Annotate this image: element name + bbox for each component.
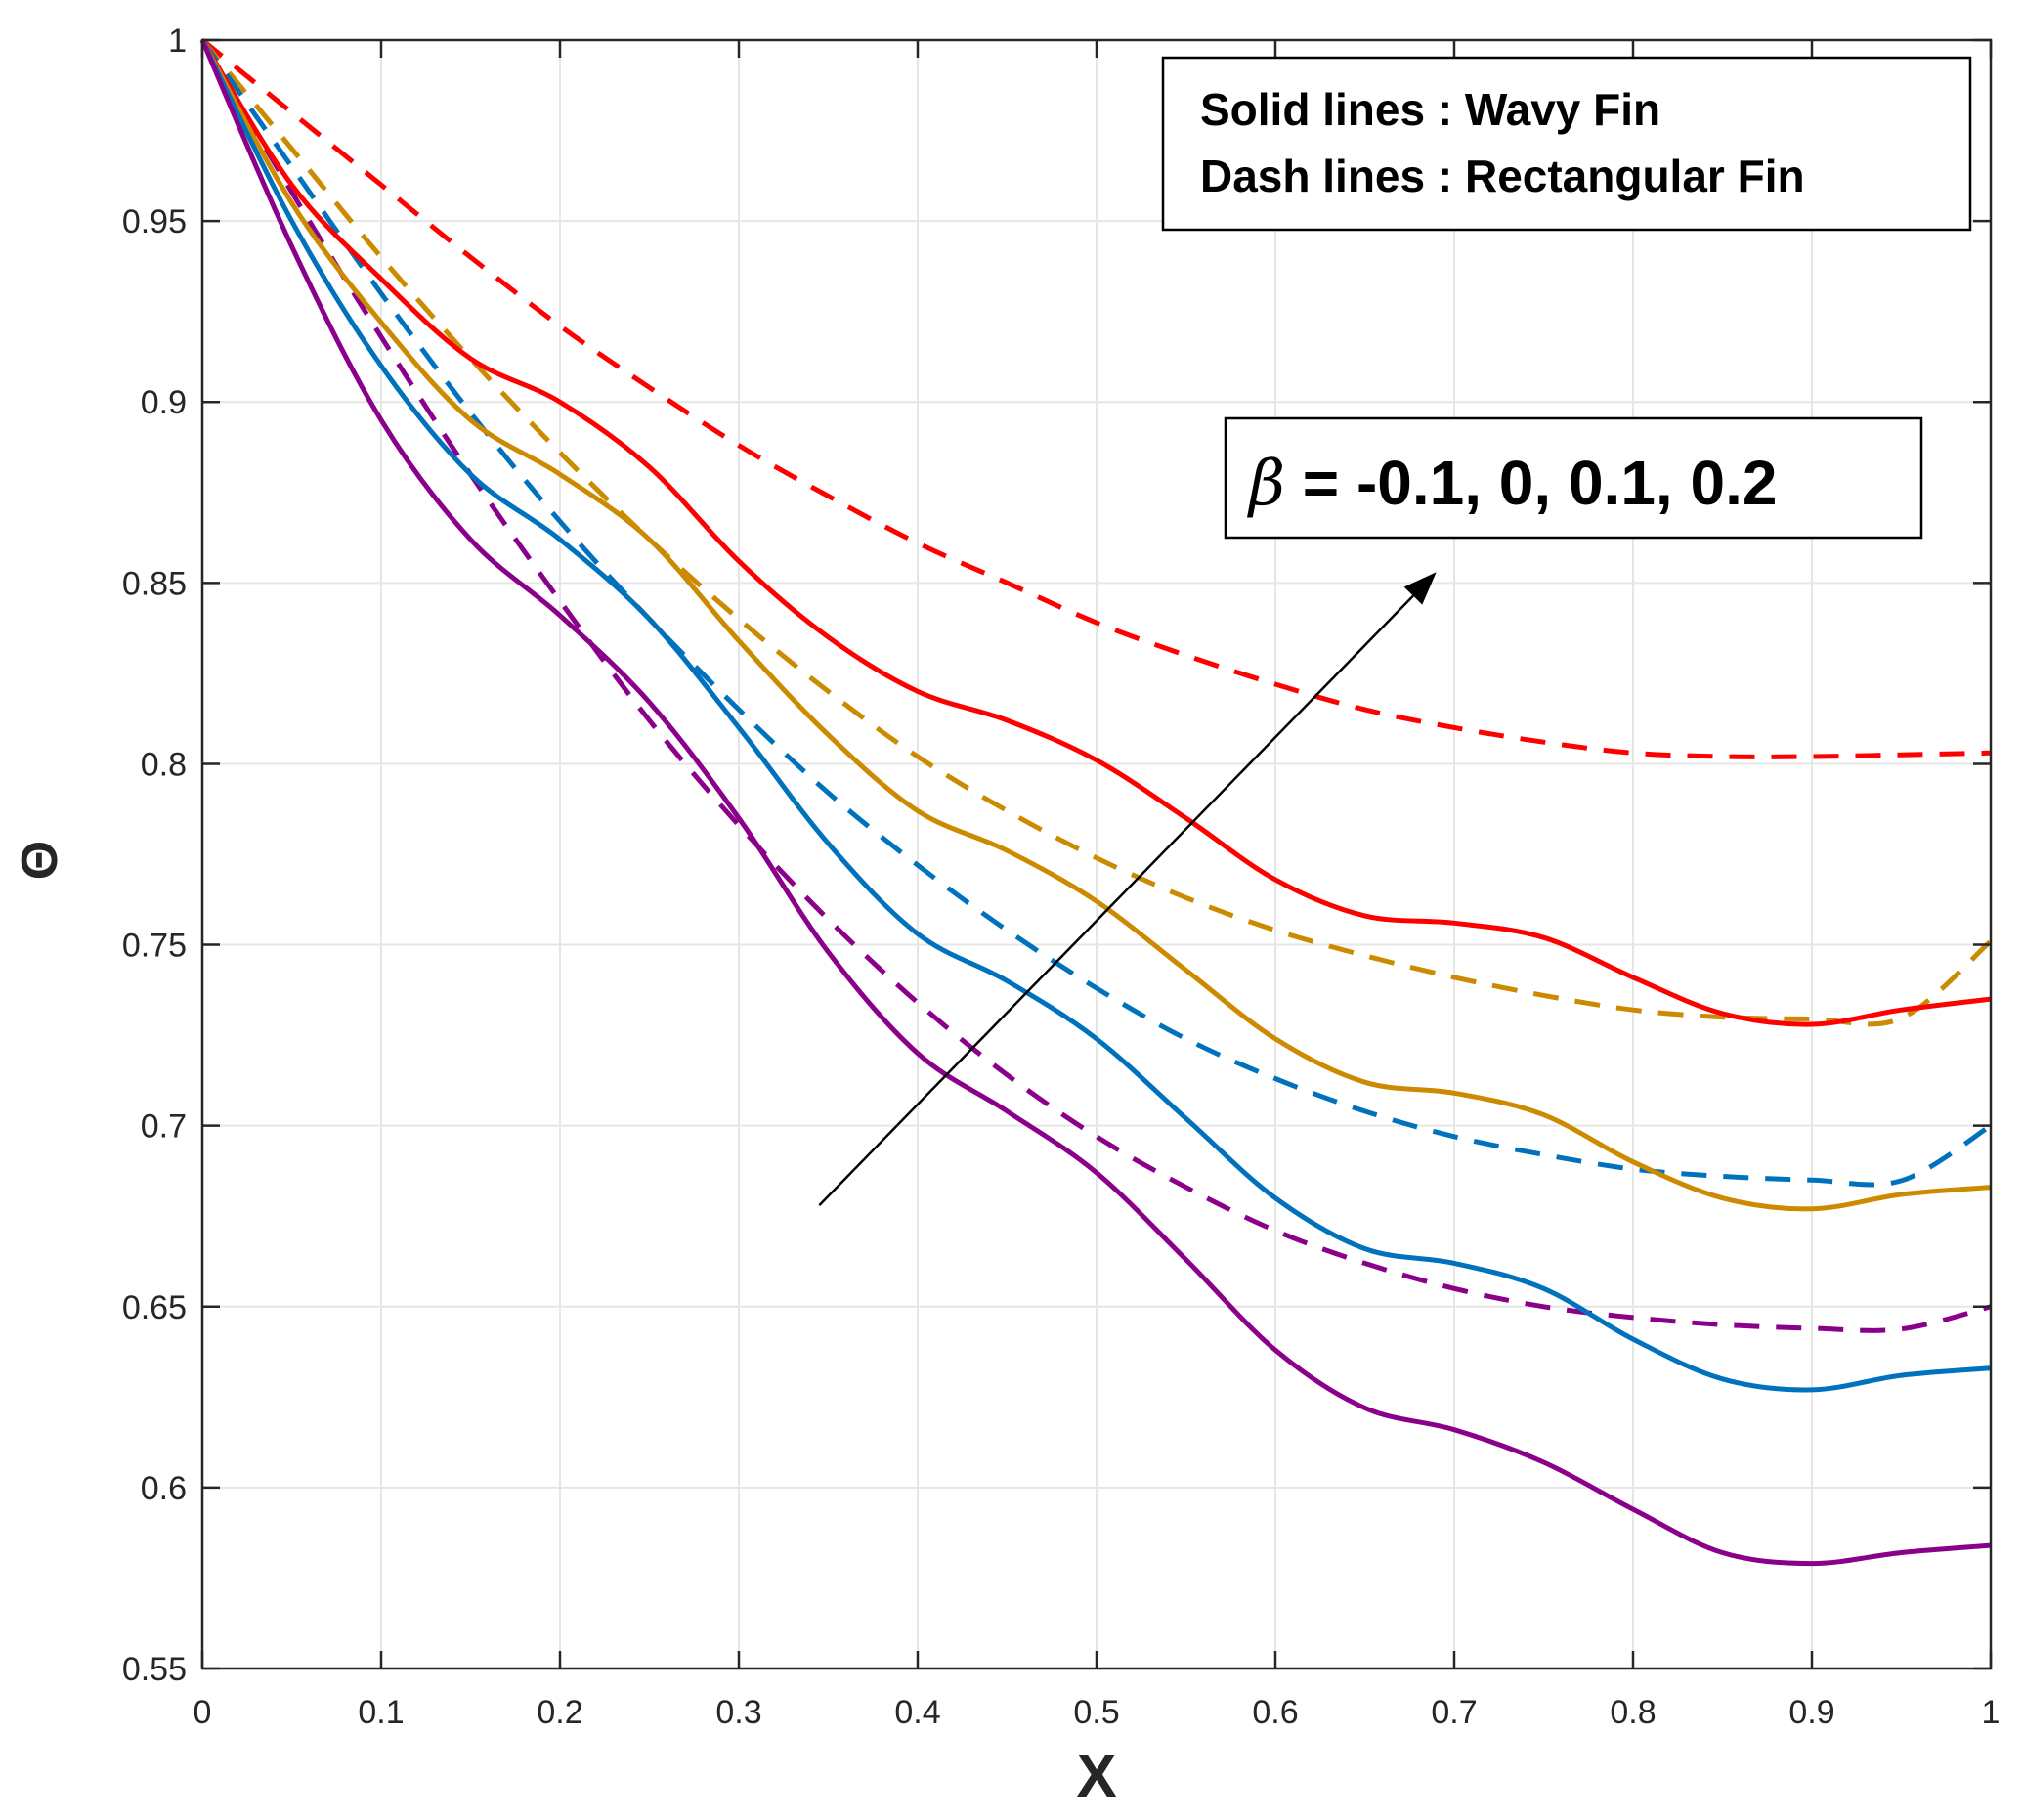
x-tick-label: 0 bbox=[194, 1694, 212, 1731]
y-tick-labels: 0.55 0.6 0.65 0.7 0.75 0.8 0.85 0.9 0.95 1 bbox=[122, 22, 187, 1688]
y-tick-label: 1 bbox=[168, 22, 187, 60]
beta-symbol: β bbox=[1247, 448, 1285, 520]
y-axis-label: Θ bbox=[12, 841, 68, 880]
y-tick-label: 0.55 bbox=[122, 1651, 187, 1688]
y-tick-label: 0.7 bbox=[141, 1108, 187, 1146]
series-layer bbox=[199, 38, 1993, 1567]
x-tick-label: 0.9 bbox=[1788, 1694, 1834, 1731]
annotation-arrow bbox=[818, 594, 1414, 1206]
y-tick-label: 0.85 bbox=[122, 565, 187, 602]
legend: Solid lines : Wavy Fin Dash lines : Rect… bbox=[1161, 56, 1972, 232]
y-tick-label: 0.75 bbox=[122, 928, 187, 965]
legend-box bbox=[1161, 56, 1972, 232]
x-tick-label: 0.4 bbox=[894, 1694, 940, 1731]
beta-annotation: β = -0.1, 0, 0.1, 0.2 bbox=[1224, 416, 1923, 540]
annotation-text: β = -0.1, 0, 0.1, 0.2 bbox=[1247, 448, 1777, 520]
x-axis-label: X bbox=[1076, 1743, 1116, 1810]
annotation-arrowhead bbox=[1403, 572, 1437, 605]
x-tick-label: 1 bbox=[1982, 1694, 2001, 1731]
annotation-box bbox=[1224, 416, 1923, 540]
solid-series-line-0 bbox=[199, 38, 1992, 1027]
x-tick-label: 0.7 bbox=[1431, 1694, 1477, 1731]
legend-line-dash: Dash lines : Rectangular Fin bbox=[1200, 151, 1805, 201]
solid-series-line-2 bbox=[199, 38, 1992, 1393]
dashed-series-line-6 bbox=[199, 38, 1993, 1188]
x-tick-label: 0.2 bbox=[537, 1694, 582, 1731]
x-tick-labels: 0 0.1 0.2 0.3 0.4 0.5 0.6 0.7 0.8 0.9 1 bbox=[194, 1694, 2001, 1731]
y-tick-label: 0.9 bbox=[141, 384, 187, 421]
x-tick-label: 0.6 bbox=[1252, 1694, 1298, 1731]
x-tick-label: 0.1 bbox=[358, 1694, 404, 1731]
beta-values: = -0.1, 0, 0.1, 0.2 bbox=[1285, 448, 1777, 518]
x-tick-label: 0.8 bbox=[1610, 1694, 1656, 1731]
x-tick-label: 0.5 bbox=[1073, 1694, 1119, 1731]
x-tick-label: 0.3 bbox=[715, 1694, 761, 1731]
y-tick-label: 0.8 bbox=[141, 746, 187, 783]
y-tick-label: 0.65 bbox=[122, 1289, 187, 1326]
legend-line-solid: Solid lines : Wavy Fin bbox=[1200, 84, 1660, 135]
dashed-series-line-7 bbox=[199, 38, 1992, 1333]
y-tick-label: 0.6 bbox=[141, 1470, 187, 1507]
tick-marks bbox=[200, 38, 1993, 1670]
y-tick-label: 0.95 bbox=[122, 203, 187, 240]
solid-series-line-1 bbox=[199, 38, 1992, 1212]
solid-series-line-3 bbox=[199, 39, 1992, 1567]
